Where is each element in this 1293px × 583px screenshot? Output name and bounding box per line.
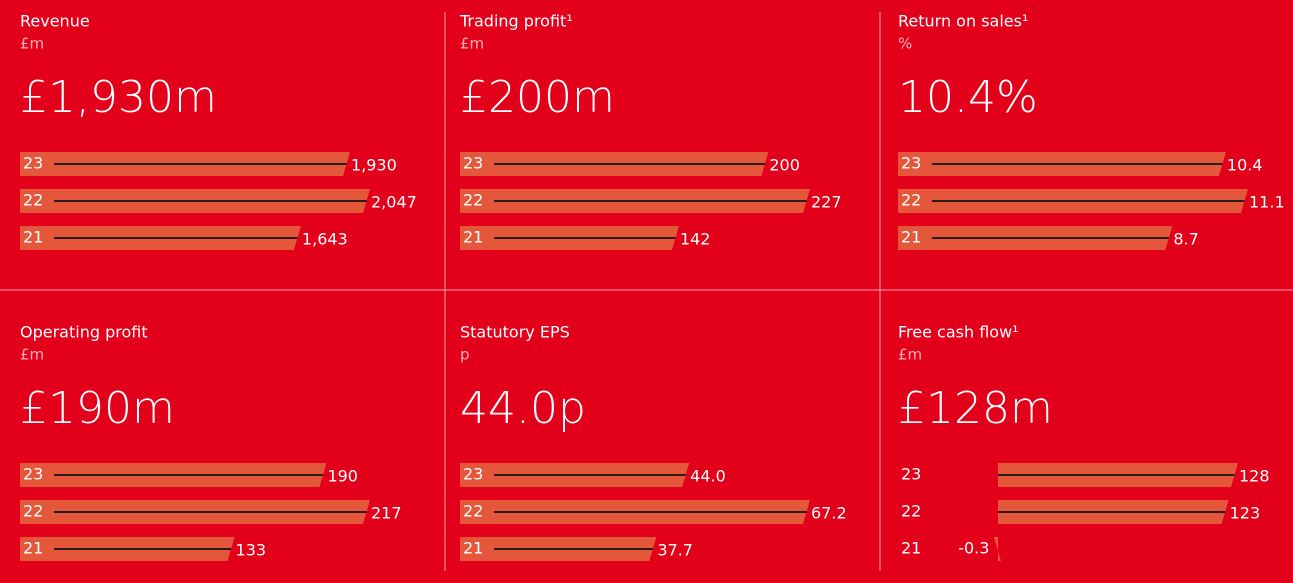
- headline: £200m: [460, 72, 615, 123]
- unit: %: [898, 35, 912, 53]
- value-label: 128: [1239, 467, 1270, 486]
- category-label: 23: [23, 154, 43, 173]
- headline: 10.4%: [898, 72, 1038, 123]
- category-label: 22: [901, 191, 921, 210]
- value-label: 217: [371, 504, 402, 523]
- category-label: 22: [23, 191, 43, 210]
- category-label: 21: [901, 228, 921, 247]
- value-label: 2,047: [371, 193, 417, 212]
- headline: £1,930m: [20, 72, 217, 123]
- unit: £m: [898, 346, 922, 364]
- chart-title: Revenue: [20, 12, 90, 31]
- headline: 44.0p: [460, 383, 586, 434]
- value-label: 44.0: [690, 467, 726, 486]
- headline: £128m: [898, 383, 1053, 434]
- value-label: 1,930: [351, 156, 397, 175]
- bar: [993, 537, 1001, 561]
- value-label: 123: [1230, 504, 1261, 523]
- category-label: 23: [901, 465, 921, 484]
- value-label: 10.4: [1227, 156, 1263, 175]
- chart-title: Free cash flow¹: [898, 323, 1019, 342]
- category-label: 22: [23, 502, 43, 521]
- unit: £m: [460, 35, 484, 53]
- category-label: 22: [901, 502, 921, 521]
- unit: p: [460, 346, 470, 364]
- value-label: 190: [327, 467, 358, 486]
- category-label: 23: [463, 154, 483, 173]
- category-label: 21: [23, 539, 43, 558]
- category-label: 21: [463, 228, 483, 247]
- category-label: 23: [901, 154, 921, 173]
- category-label: 21: [463, 539, 483, 558]
- category-label: 22: [463, 502, 483, 521]
- category-label: 23: [463, 465, 483, 484]
- unit: £m: [20, 346, 44, 364]
- category-label: 21: [23, 228, 43, 247]
- chart-title: Statutory EPS: [460, 323, 570, 342]
- value-label: -0.3: [958, 539, 989, 558]
- chart-title: Operating profit: [20, 323, 148, 342]
- category-label: 22: [463, 191, 483, 210]
- value-label: 8.7: [1173, 230, 1198, 249]
- unit: £m: [20, 35, 44, 53]
- chart-title: Return on sales¹: [898, 12, 1028, 31]
- value-label: 133: [236, 541, 267, 560]
- value-label: 67.2: [811, 504, 847, 523]
- category-label: 21: [901, 539, 921, 558]
- value-label: 11.1: [1249, 193, 1285, 212]
- headline: £190m: [20, 383, 175, 434]
- category-label: 23: [23, 465, 43, 484]
- chart-title: Trading profit¹: [459, 12, 573, 31]
- value-label: 1,643: [302, 230, 348, 249]
- value-label: 142: [680, 230, 711, 249]
- value-label: 227: [811, 193, 842, 212]
- value-label: 37.7: [657, 541, 693, 560]
- value-label: 200: [769, 156, 800, 175]
